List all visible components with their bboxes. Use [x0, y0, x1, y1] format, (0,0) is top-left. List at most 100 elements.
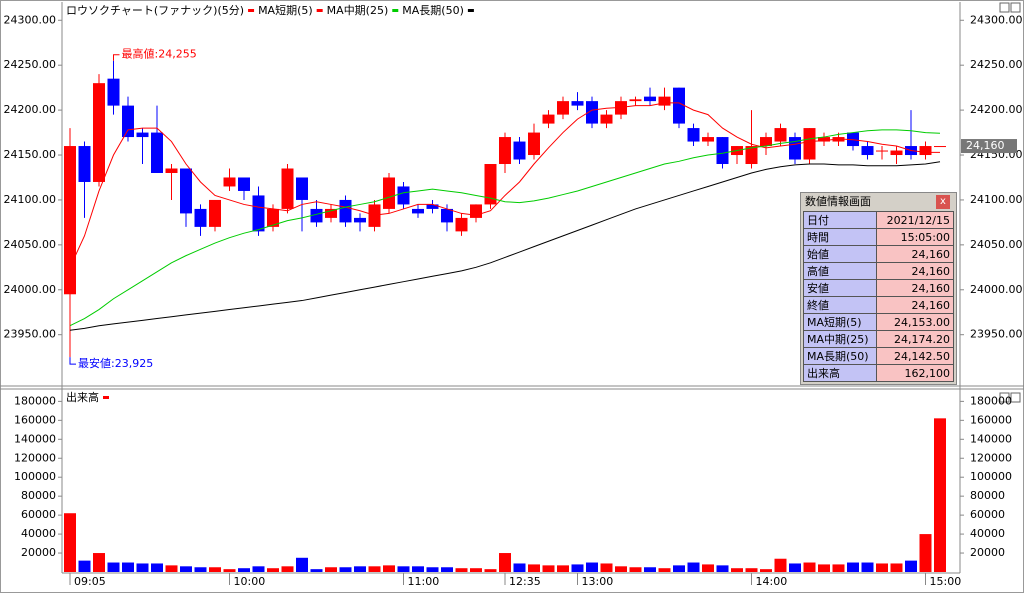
- volume-bar: [557, 565, 569, 572]
- volume-bar: [368, 566, 381, 572]
- scroll-button[interactable]: [999, 2, 1010, 13]
- volume-title: 出来高: [66, 390, 99, 404]
- info-row: 日付 2021/12/15: [803, 211, 954, 229]
- info-key: 終値: [803, 296, 877, 314]
- volume-bar: [658, 568, 671, 572]
- y-tick-label: 100000: [14, 470, 56, 483]
- candle-body: [600, 114, 613, 124]
- volume-bar: [499, 553, 511, 572]
- volume-bar: [774, 558, 787, 572]
- chart-title: ロウソクチャート(ファナック)(5分): [66, 4, 244, 17]
- volume-bar: [484, 569, 497, 572]
- info-key: 出来高: [803, 364, 877, 382]
- y-tick-label: 24050.00: [970, 238, 1023, 251]
- volume-bar: [919, 534, 932, 572]
- volume-bar: [238, 568, 250, 572]
- candle-body: [383, 177, 395, 209]
- volume-bar: [252, 566, 265, 572]
- volume-bar: [528, 564, 540, 572]
- info-title: 数値情報画面: [805, 195, 871, 208]
- y-tick-label: 20000: [970, 546, 1005, 559]
- candle-body: [281, 168, 294, 209]
- y-tick-label: 40000: [21, 527, 56, 540]
- annotation: 最高値:24,255: [122, 47, 197, 61]
- volume-bar: [890, 563, 903, 572]
- scroll-button[interactable]: [1010, 2, 1021, 13]
- volume-bar: [397, 566, 410, 572]
- candle-body: [716, 137, 729, 165]
- info-value: 24,160: [876, 245, 954, 263]
- x-tick-label: 11:00: [408, 575, 440, 588]
- candle-body: [513, 141, 526, 160]
- candle-body: [818, 137, 830, 142]
- y-tick-label: 24300.00: [970, 13, 1023, 26]
- volume-bar: [702, 564, 714, 572]
- candle-body: [93, 83, 105, 182]
- y-tick-label: 24000.00: [970, 283, 1023, 296]
- y-tick-label: 24150.00: [4, 148, 57, 161]
- y-tick-label: 100000: [970, 470, 1012, 483]
- candle-body: [194, 208, 207, 227]
- candle-body: [499, 137, 511, 165]
- volume-bar: [861, 562, 874, 572]
- candle-body: [122, 105, 134, 138]
- volume-bar: [209, 567, 221, 572]
- info-value: 24,142.50: [876, 347, 954, 365]
- candle-body: [252, 195, 265, 232]
- y-tick-label: 24100.00: [970, 193, 1023, 206]
- y-tick-label: 80000: [21, 489, 56, 502]
- info-title-bar: 数値情報画面 x: [801, 193, 956, 211]
- y-tick-label: 24300.00: [4, 13, 57, 26]
- y-tick-label: 180000: [14, 394, 56, 407]
- candle-body: [238, 177, 250, 191]
- info-value: 24,153.00: [876, 313, 954, 331]
- y-tick-label: 23950.00: [970, 328, 1023, 341]
- last-price-label: 24,160: [966, 139, 1005, 152]
- volume-bar: [165, 565, 178, 572]
- candle-body: [397, 186, 410, 205]
- candle-body: [310, 208, 323, 223]
- y-tick-label: 160000: [14, 413, 56, 426]
- candle-body: [644, 96, 656, 102]
- volume-bar: [194, 567, 207, 572]
- volume-bar: [644, 567, 656, 572]
- info-row: 終値 24,160: [803, 296, 954, 314]
- x-tick-label: 10:00: [234, 575, 266, 588]
- legend-swatch: [103, 396, 109, 399]
- candle-body: [180, 168, 192, 214]
- scroll-button[interactable]: [1010, 392, 1021, 403]
- volume-bar: [281, 566, 294, 572]
- info-value: 162,100: [876, 364, 954, 382]
- info-row: 始値 24,160: [803, 245, 954, 263]
- info-key: MA短期(5): [803, 313, 877, 331]
- info-key: 高値: [803, 262, 877, 280]
- info-row: 高値 24,160: [803, 262, 954, 280]
- candle-body: [760, 137, 772, 147]
- volume-bar: [832, 564, 845, 572]
- volume-bar: [455, 568, 468, 572]
- volume-bar: [136, 563, 149, 572]
- candle-body: [455, 217, 468, 232]
- candle-body: [542, 114, 555, 124]
- volume-bar: [847, 562, 859, 572]
- volume-bar: [513, 563, 526, 572]
- volume-bar: [760, 569, 772, 572]
- volume-bar: [745, 568, 758, 572]
- y-tick-label: 120000: [970, 451, 1012, 464]
- x-tick-label: 15:00: [930, 575, 962, 588]
- candle-body: [658, 96, 671, 106]
- scroll-button[interactable]: [999, 392, 1010, 403]
- volume-bar: [441, 567, 453, 572]
- candle-body: [687, 128, 700, 142]
- candle-body: [136, 132, 149, 138]
- last-price-box: [961, 139, 1017, 154]
- volume-bar: [339, 567, 352, 572]
- ma-line: [69, 102, 940, 268]
- info-row: MA中期(25) 24,174.20: [803, 330, 954, 348]
- x-tick-label: 12:35: [509, 575, 541, 588]
- candle-body: [223, 177, 236, 187]
- volume-bar: [325, 567, 337, 572]
- y-tick-label: 20000: [21, 546, 56, 559]
- legend-label: MA長期(50): [402, 4, 464, 17]
- close-button[interactable]: x: [936, 195, 950, 209]
